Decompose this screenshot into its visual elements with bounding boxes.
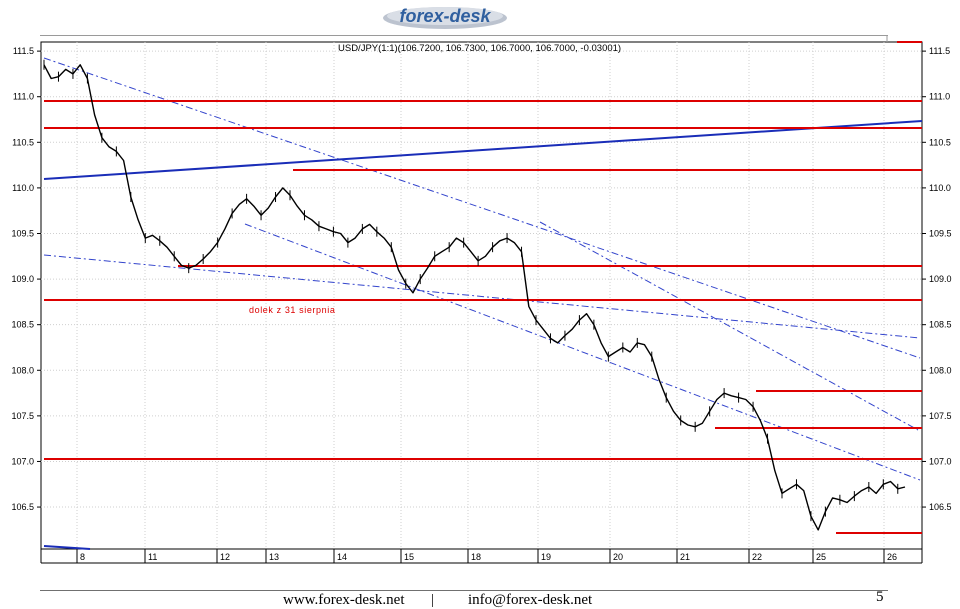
x-tick-label: 19 xyxy=(541,552,551,562)
y-tick-label-right: 106.5 xyxy=(929,502,952,512)
x-tick-label: 8 xyxy=(80,552,85,562)
y-tick-label-right: 108.5 xyxy=(929,320,952,330)
x-tick-label: 11 xyxy=(148,552,157,562)
y-tick-label-right: 108.0 xyxy=(929,365,952,375)
y-tick-label-left: 111.5 xyxy=(13,46,34,56)
y-tick-label-right: 107.0 xyxy=(929,456,952,466)
page-number: 5 xyxy=(876,589,884,605)
y-tick-label-left: 109.5 xyxy=(11,228,34,238)
y-tick-label-left: 111.0 xyxy=(13,92,34,102)
trend-line-bottom-left xyxy=(43,545,91,550)
footer-rule xyxy=(40,590,888,591)
y-tick-label-right: 107.5 xyxy=(929,411,952,421)
x-tick-label: 13 xyxy=(269,552,279,562)
x-tick-label: 14 xyxy=(337,552,347,562)
x-tick-label: 26 xyxy=(887,552,897,562)
plot-frame xyxy=(40,41,923,550)
y-tick-label-left: 108.5 xyxy=(11,320,34,330)
y-tick-label-right: 110.5 xyxy=(929,137,951,147)
y-tick-label-right: 109.5 xyxy=(929,228,952,238)
x-tick-label: 20 xyxy=(613,552,623,562)
forex-desk-logo: forex-desk xyxy=(383,6,507,29)
y-tick-label-right: 110.0 xyxy=(929,183,951,193)
x-tick-label: 12 xyxy=(220,552,230,562)
trend-line-dashed xyxy=(43,254,921,339)
y-tick-label-left: 108.0 xyxy=(11,365,34,375)
trend-line-dashed xyxy=(539,221,919,431)
chart-title: USD/JPY(1:1)(106.7200, 106.7300, 106.700… xyxy=(338,43,621,54)
y-tick-label-right: 109.0 xyxy=(929,274,952,284)
footer-website[interactable]: www.forex-desk.net xyxy=(283,592,405,608)
footer-email[interactable]: info@forex-desk.net xyxy=(468,592,593,608)
svg-text:forex-desk: forex-desk xyxy=(399,6,491,26)
y-tick-label-left: 107.0 xyxy=(11,456,34,466)
annotation-label: dolek z 31 sierpnia xyxy=(249,305,335,315)
header-rule xyxy=(40,35,888,36)
x-tick-label: 15 xyxy=(404,552,414,562)
y-tick-label-left: 106.5 xyxy=(11,502,34,512)
footer-separator: | xyxy=(431,592,435,608)
y-tick-label-right: 111.5 xyxy=(929,46,950,56)
y-tick-label-left: 109.0 xyxy=(11,274,34,284)
x-tick-label: 25 xyxy=(816,552,826,562)
y-tick-label-left: 110.0 xyxy=(12,183,34,193)
y-tick-label-left: 107.5 xyxy=(11,411,34,421)
trend-line-dashed xyxy=(43,57,921,359)
trend-line-solid xyxy=(43,120,923,180)
x-tick-label: 22 xyxy=(752,552,762,562)
x-tick-label: 18 xyxy=(471,552,481,562)
y-tick-label-left: 110.5 xyxy=(12,137,34,147)
y-tick-label-right: 111.0 xyxy=(929,92,950,102)
x-tick-label: 21 xyxy=(680,552,690,562)
usdjpy-price-line xyxy=(43,64,906,531)
